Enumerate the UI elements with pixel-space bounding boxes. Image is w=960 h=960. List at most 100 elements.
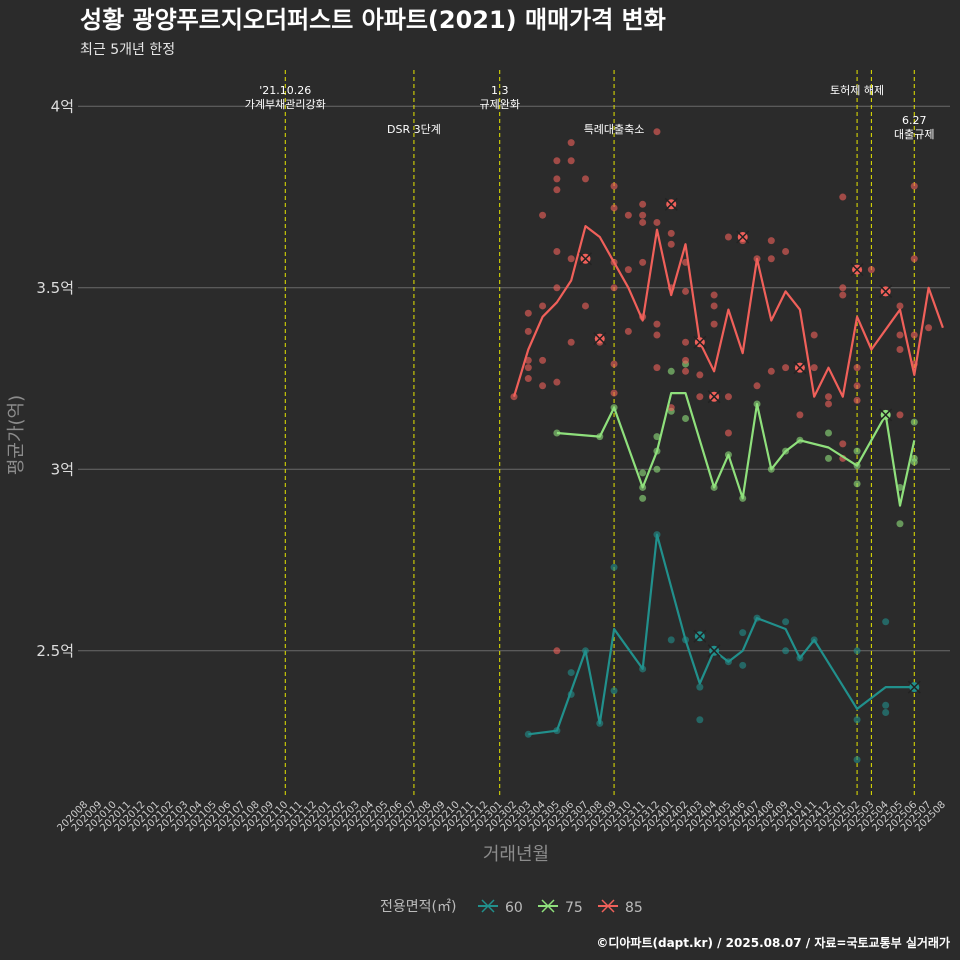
data-point <box>682 367 690 375</box>
highlight-markers <box>578 197 921 694</box>
legend-cross <box>541 899 555 913</box>
data-point <box>696 393 704 401</box>
data-point <box>910 255 918 263</box>
event-label: 1.3 <box>491 84 509 97</box>
highlight-cross <box>693 335 707 349</box>
data-point <box>882 709 890 717</box>
data-point <box>853 396 861 404</box>
data-point <box>667 367 675 375</box>
data-point <box>782 647 790 655</box>
grid <box>78 105 950 652</box>
data-point <box>896 520 904 528</box>
data-point <box>639 200 647 208</box>
event-label: 특례대출축소 <box>584 123 645 136</box>
data-point <box>653 331 661 339</box>
highlight-cross <box>907 680 921 694</box>
data-point <box>824 454 832 462</box>
data-point <box>653 364 661 372</box>
data-point <box>739 629 747 637</box>
data-point <box>524 327 532 335</box>
data-point <box>610 389 618 397</box>
y-axis-ticks: 2.5억 3억 3.5억 4억 <box>36 97 74 660</box>
data-point <box>896 411 904 419</box>
data-point <box>753 382 761 390</box>
series-line <box>556 392 916 507</box>
data-point <box>610 687 618 695</box>
data-point <box>653 128 661 136</box>
data-point <box>853 382 861 390</box>
data-point <box>539 211 547 219</box>
event-label: '21.10.26 <box>259 84 311 97</box>
data-point <box>553 157 561 165</box>
chart-caption: ©디아파트(dapt.kr) / 2025.08.07 / 자료=국토교통부 실… <box>596 935 950 950</box>
data-point <box>767 367 775 375</box>
data-point <box>610 360 618 368</box>
highlight-cross <box>707 390 721 404</box>
data-point <box>724 393 732 401</box>
y-tick-label: 3억 <box>51 460 74 478</box>
data-point <box>882 701 890 709</box>
data-point <box>653 218 661 226</box>
data-point <box>682 356 690 364</box>
data-point <box>724 429 732 437</box>
data-point <box>653 433 661 441</box>
y-axis-label: 평균가(억) <box>6 395 27 475</box>
data-point <box>524 309 532 317</box>
data-point <box>524 375 532 383</box>
data-point <box>696 371 704 379</box>
data-point <box>653 320 661 328</box>
data-point <box>567 338 575 346</box>
series-line <box>512 225 944 398</box>
event-label: DSR 3단계 <box>387 123 441 136</box>
data-point <box>567 157 575 165</box>
data-point <box>667 636 675 644</box>
data-point <box>696 683 704 691</box>
legend-label: 85 <box>625 900 643 916</box>
data-point <box>581 175 589 183</box>
data-point <box>710 320 718 328</box>
data-point <box>696 716 704 724</box>
data-points <box>510 128 933 764</box>
event-label: 6.27 <box>902 114 927 127</box>
highlight-cross <box>793 361 807 375</box>
data-point <box>810 331 818 339</box>
data-point <box>624 211 632 219</box>
data-point <box>667 229 675 237</box>
legend-cross <box>601 899 615 913</box>
data-point <box>667 404 675 412</box>
legend-label: 60 <box>505 900 523 916</box>
data-point <box>710 302 718 310</box>
data-point <box>853 716 861 724</box>
y-tick-label: 2.5억 <box>36 642 74 660</box>
highlight-cross <box>850 263 864 277</box>
data-point <box>853 647 861 655</box>
data-point <box>553 175 561 183</box>
data-point <box>624 266 632 274</box>
data-point <box>524 730 532 738</box>
data-point <box>624 327 632 335</box>
data-point <box>639 469 647 477</box>
data-point <box>653 465 661 473</box>
data-point <box>667 240 675 248</box>
event-label: 가계부채관리강화 <box>245 98 326 111</box>
chart-subtitle: 최근 5개년 한정 <box>80 42 175 58</box>
data-point <box>910 418 918 426</box>
highlight-cross <box>707 644 721 658</box>
event-label: 대출규제 <box>894 128 934 141</box>
data-point <box>639 211 647 219</box>
highlight-cross <box>879 284 893 298</box>
y-tick-label: 3.5억 <box>36 279 74 297</box>
data-point <box>610 182 618 190</box>
data-point <box>853 447 861 455</box>
highlight-cross <box>578 252 593 266</box>
data-point <box>610 284 618 292</box>
data-point <box>610 204 618 212</box>
data-point <box>682 338 690 346</box>
data-point <box>867 266 875 274</box>
legend-cross <box>481 899 495 913</box>
series-lines <box>512 225 944 736</box>
data-point <box>839 291 847 299</box>
data-point <box>553 378 561 386</box>
data-point <box>767 237 775 245</box>
